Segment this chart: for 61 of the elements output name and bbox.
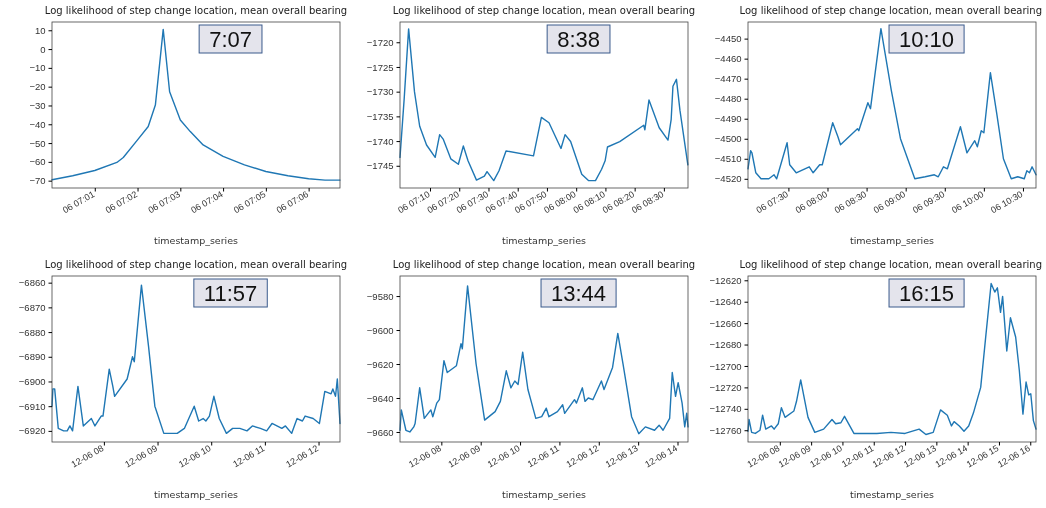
y-tick-label: −40 [29, 118, 46, 130]
annotation: 16:15 [899, 281, 955, 306]
chart-title: Log likelihood of step change location, mean overall bearing [739, 5, 1042, 16]
y-tick-label: 0 [40, 43, 46, 55]
chart-title: Log likelihood of step change location, mean overall bearing [392, 259, 696, 270]
y-tick-label: −9600 [366, 324, 394, 336]
y-tick-label: −1745 [366, 160, 394, 172]
y-tick-label: −1730 [366, 86, 394, 98]
y-tick-label: −4450 [714, 33, 742, 45]
y-tick-label: −4520 [714, 173, 742, 185]
y-tick-label: −9620 [366, 358, 394, 370]
chart-title: Log likelihood of step change location, mean overall bearing [44, 5, 348, 16]
annotation: 7:07 [209, 27, 252, 52]
y-tick-label: −4490 [714, 113, 742, 125]
x-axis-title: timestamp_series [501, 489, 587, 500]
x-axis-title: timestamp_series [153, 235, 239, 246]
y-tick-label: −6910 [18, 400, 46, 412]
annotation: 8:38 [557, 27, 600, 52]
x-axis-title: timestamp_series [501, 235, 587, 246]
y-tick-label: −4470 [714, 73, 742, 85]
y-tick-label: −60 [29, 156, 46, 168]
y-tick-label: −6860 [18, 277, 46, 289]
chart-title: Log likelihood of step change location, mean overall bearing [44, 259, 348, 270]
y-tick-label: −6890 [18, 351, 46, 363]
chart-title: Log likelihood of step change location, mean overall bearing [392, 5, 696, 16]
x-axis-title: timestamp_series [849, 235, 935, 246]
y-tick-label: −4510 [714, 153, 742, 165]
x-axis-title: timestamp_series [849, 489, 935, 500]
y-tick-label: −20 [29, 81, 46, 93]
annotation: 13:44 [551, 281, 607, 306]
y-tick-label: −12740 [709, 403, 742, 415]
y-tick-label: −12680 [709, 339, 742, 351]
y-tick-label: −4480 [714, 93, 742, 105]
y-tick-label: −1735 [366, 110, 394, 122]
y-tick-label: −4500 [714, 133, 742, 145]
y-tick-label: −70 [29, 175, 46, 187]
annotation: 11:57 [203, 281, 258, 306]
y-tick-label: −30 [29, 100, 46, 112]
y-tick-label: −10 [29, 62, 46, 74]
y-tick-label: −12660 [709, 317, 742, 329]
annotation: 10:10 [899, 27, 955, 52]
y-tick-label: −12640 [709, 296, 742, 308]
y-tick-label: −9660 [366, 426, 394, 438]
y-tick-label: −1725 [366, 61, 394, 73]
chart-title: Log likelihood of step change location, mean overall bearing [739, 259, 1042, 270]
y-tick-label: −6920 [18, 425, 46, 437]
y-tick-label: −12620 [709, 274, 742, 286]
y-tick-label: −6880 [18, 326, 46, 338]
y-tick-label: −12720 [709, 381, 742, 393]
y-tick-label: −9640 [366, 392, 394, 404]
y-tick-label: −12760 [709, 424, 742, 436]
x-axis-title: timestamp_series [153, 489, 239, 500]
y-tick-label: −1740 [366, 135, 394, 147]
y-tick-label: −9580 [366, 290, 394, 302]
y-tick-label: −1720 [366, 36, 394, 48]
y-tick-label: −6870 [18, 301, 46, 313]
y-tick-label: −12700 [709, 360, 742, 372]
y-tick-label: −6900 [18, 376, 46, 388]
y-tick-label: 10 [34, 24, 46, 36]
y-tick-label: −50 [29, 137, 46, 149]
y-tick-label: −4460 [714, 53, 742, 65]
